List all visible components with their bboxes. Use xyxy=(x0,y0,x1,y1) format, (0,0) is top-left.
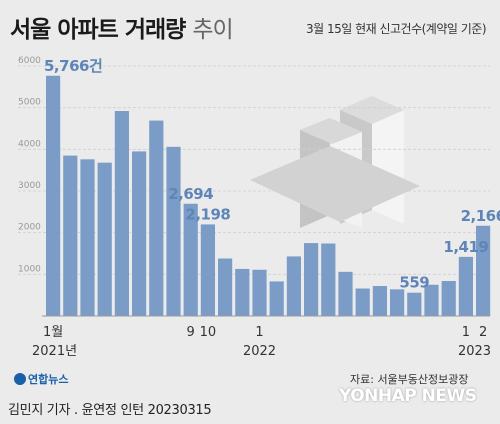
y-tick-label: 5000 xyxy=(18,98,41,108)
month-tick-label: 1 xyxy=(462,325,470,340)
month-tick-label: 9 xyxy=(187,325,195,340)
bar xyxy=(476,225,491,316)
bar xyxy=(166,146,181,316)
bar xyxy=(269,281,284,316)
bar xyxy=(458,256,473,316)
chart-title: 서울 아파트 거래량 추이 xyxy=(10,17,234,43)
y-tick-label: 3000 xyxy=(18,181,41,191)
watermark: YONHAP NEWS xyxy=(339,386,477,406)
bar xyxy=(441,281,456,316)
data-label: 2,166 xyxy=(461,207,500,225)
bar xyxy=(218,258,233,316)
year-tick-label: 2021년 xyxy=(32,344,77,359)
bar xyxy=(372,286,387,316)
bar xyxy=(235,268,250,316)
year-tick-label: 2022 xyxy=(243,344,276,359)
month-tick-label: 1월 xyxy=(43,325,63,340)
bar xyxy=(286,256,301,316)
bar xyxy=(132,151,147,316)
building-illustration xyxy=(250,96,420,228)
y-tick-label: 4000 xyxy=(18,139,41,149)
data-label: 1,419 xyxy=(443,238,488,256)
bar xyxy=(321,243,336,316)
y-tick-label: 1000 xyxy=(18,264,41,274)
year-tick-label: 2023 xyxy=(458,344,491,359)
bar xyxy=(200,224,215,316)
bar xyxy=(149,120,164,316)
data-label: 5,766건 xyxy=(44,57,102,75)
source-text: 자료: 서울부동산정보광장 xyxy=(350,373,469,386)
month-tick-label: 2 xyxy=(479,325,487,340)
bar xyxy=(304,243,319,316)
bar xyxy=(355,288,370,316)
bar xyxy=(338,271,353,316)
bar xyxy=(407,292,422,316)
bar xyxy=(390,289,405,316)
data-label: 2,694 xyxy=(168,185,213,203)
bar xyxy=(63,155,78,316)
y-tick-label: 2000 xyxy=(18,223,41,233)
credit-text: 김민지 기자 . 윤연정 인턴 20230315 xyxy=(8,403,212,418)
bar xyxy=(114,111,129,316)
bar xyxy=(80,159,95,316)
bar xyxy=(252,269,267,316)
data-note: 3월 15일 현재 신고건수(계약일 기준) xyxy=(305,22,487,36)
bar xyxy=(97,162,112,316)
data-label: 559 xyxy=(399,274,429,292)
data-label: 2,198 xyxy=(185,205,230,223)
yonhap-logo: 연합뉴스 xyxy=(14,371,68,387)
month-tick-label: 10 xyxy=(200,325,217,340)
bar xyxy=(424,284,439,316)
bar xyxy=(183,203,198,316)
y-tick-label: 6000 xyxy=(18,56,41,66)
month-tick-label: 1 xyxy=(255,325,263,340)
bar xyxy=(46,75,61,316)
